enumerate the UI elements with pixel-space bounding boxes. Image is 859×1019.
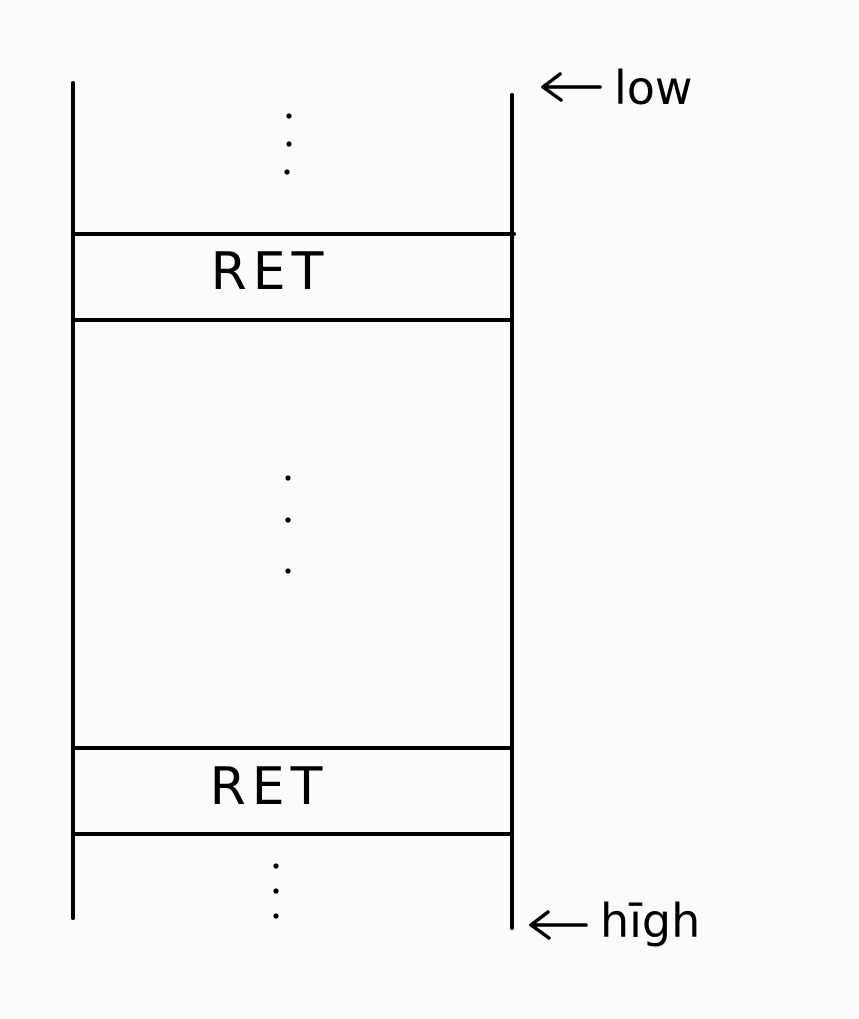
vertical-ellipsis-icon: [285, 475, 291, 574]
high-pointer: hīgh: [529, 894, 700, 948]
low-pointer: low: [541, 61, 693, 115]
ret-label: RET: [210, 757, 329, 817]
ret-block: RET: [71, 746, 514, 836]
vertical-ellipsis-icon: [273, 863, 279, 919]
high-label: hīgh: [600, 894, 700, 948]
left-arrow-icon: [541, 72, 602, 102]
ret-label: RET: [211, 242, 330, 302]
left-arrow-icon: [529, 910, 588, 940]
low-label: low: [614, 61, 693, 115]
vertical-ellipsis-icon: [284, 113, 292, 175]
ret-block: RET: [71, 232, 516, 322]
